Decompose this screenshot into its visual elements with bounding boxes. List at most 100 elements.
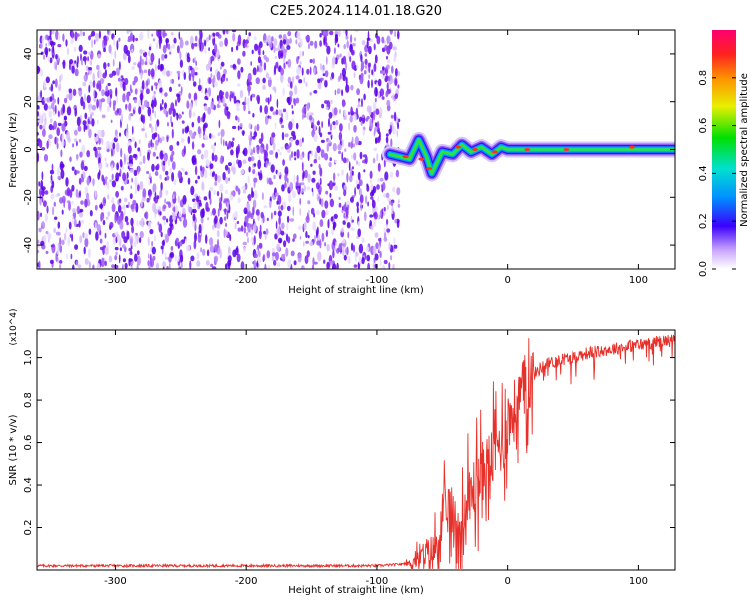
noise-speck [59,264,62,269]
noise-speck [300,266,304,269]
noise-speck [178,31,181,40]
noise-speck [42,112,47,118]
noise-speck [173,37,177,44]
noise-speck [240,66,244,73]
noise-speck [197,205,199,209]
noise-speck [57,175,61,180]
noise-speck [62,59,66,69]
noise-speck [62,119,65,124]
noise-speck [363,93,366,101]
noise-speck [54,104,57,115]
noise-speck [388,128,392,135]
noise-speck [83,233,89,239]
noise-speck [186,244,191,252]
noise-speck [261,217,263,225]
noise-speck [127,145,132,154]
noise-speck [321,232,325,242]
noise-speck [223,216,227,221]
noise-speck [236,107,240,112]
noise-speck [52,43,54,54]
noise-speck [247,213,252,217]
noise-speck [89,59,93,66]
noise-speck [103,47,106,53]
noise-speck [393,244,398,249]
noise-speck [285,111,289,121]
noise-speck [230,149,234,156]
noise-speck [278,34,282,39]
noise-speck [340,227,344,233]
noise-speck [97,119,99,125]
snr-x-tick-label: -200 [235,576,258,587]
noise-speck [99,203,104,209]
noise-speck [306,68,310,75]
noise-speck [139,161,143,165]
noise-speck [42,128,46,137]
noise-speck [364,53,368,57]
noise-speck [128,102,132,112]
noise-speck [116,162,119,171]
noise-speck [176,113,179,121]
noise-speck [165,170,169,176]
noise-speck [122,93,126,103]
noise-speck [317,196,321,200]
noise-speck [328,111,333,119]
noise-speck [258,259,262,263]
noise-speck [154,123,158,132]
noise-speck [152,151,156,157]
noise-speck [126,221,129,226]
noise-speck [84,93,86,102]
noise-speck [183,72,186,80]
noise-speck [239,89,243,99]
noise-speck [149,258,155,268]
noise-speck [327,219,330,229]
noise-speck [119,132,121,137]
noise-speck [40,90,42,99]
noise-speck [397,203,401,208]
noise-speck [88,228,92,235]
noise-speck [38,227,42,233]
noise-speck [224,208,227,215]
noise-speck [229,234,232,242]
spectrogram-x-tick-label: -100 [366,275,389,286]
noise-speck [390,255,393,261]
noise-speck [56,127,60,136]
noise-speck [286,45,291,50]
snr-y-multiplier: (x10^4) [9,308,19,345]
noise-speck [44,47,49,55]
noise-speck [126,154,129,161]
noise-speck [151,133,156,140]
noise-speck [309,59,313,63]
noise-speck [367,80,370,89]
noise-speck [237,34,242,45]
noise-speck [131,136,135,142]
noise-speck [202,153,204,160]
noise-speck [130,265,133,269]
noise-speck [307,151,310,161]
chart-title: C2E5.2024.114.01.18.G20 [270,4,442,19]
noise-speck [319,177,322,186]
noise-speck [367,201,369,207]
noise-speck [66,94,69,100]
noise-speck [290,81,293,89]
noise-speck [232,249,237,258]
noise-speck [348,161,351,171]
noise-speck [64,115,68,121]
noise-speck [317,251,322,262]
noise-speck [164,252,167,259]
noise-speck [98,162,103,170]
noise-speck [194,222,197,232]
noise-speck [377,162,381,172]
noise-speck [114,213,117,224]
noise-speck [115,87,118,97]
noise-speck [117,215,121,225]
noise-speck [368,74,371,80]
noise-speck [196,252,200,260]
noise-speck [265,143,269,151]
noise-speck [57,32,61,42]
noise-speck [104,247,109,255]
noise-speck [71,65,75,74]
noise-speck [244,43,248,48]
noise-speck [324,242,327,247]
noise-speck [81,58,83,66]
noise-speck [49,259,54,264]
